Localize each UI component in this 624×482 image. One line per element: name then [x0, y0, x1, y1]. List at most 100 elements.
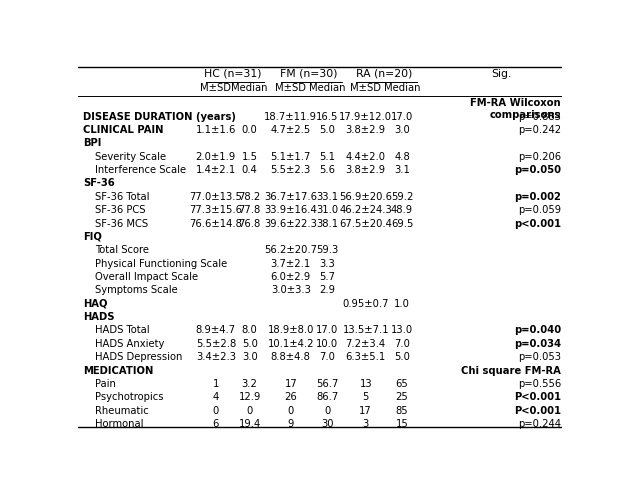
Text: 1: 1 — [213, 379, 219, 389]
Text: SF-36 PCS: SF-36 PCS — [95, 205, 145, 215]
Text: p=0.242: p=0.242 — [518, 125, 561, 135]
Text: 1.0: 1.0 — [394, 299, 410, 308]
Text: 76.6±14.8: 76.6±14.8 — [190, 218, 242, 228]
Text: 0.4: 0.4 — [242, 165, 258, 175]
Text: p=0.244: p=0.244 — [518, 419, 561, 429]
Text: 0: 0 — [324, 405, 330, 415]
Text: 69.5: 69.5 — [391, 218, 413, 228]
Text: 17: 17 — [359, 405, 372, 415]
Text: Interference Scale: Interference Scale — [95, 165, 186, 175]
Text: SF-36: SF-36 — [83, 178, 115, 188]
Text: p=0.002: p=0.002 — [514, 192, 561, 202]
Text: 3.0±3.3: 3.0±3.3 — [271, 285, 311, 295]
Text: M±SD: M±SD — [200, 83, 232, 93]
Text: Median: Median — [232, 83, 268, 93]
Text: 17.9±12.0: 17.9±12.0 — [339, 112, 392, 121]
Text: 7.2±3.4: 7.2±3.4 — [346, 339, 386, 349]
Text: FIQ: FIQ — [83, 232, 102, 242]
Text: P<0.001: P<0.001 — [514, 392, 561, 402]
Text: 0.0: 0.0 — [242, 125, 258, 135]
Text: 5: 5 — [363, 392, 369, 402]
Text: Overall Impact Scale: Overall Impact Scale — [95, 272, 198, 282]
Text: 3.0: 3.0 — [242, 352, 258, 362]
Text: 0: 0 — [213, 405, 219, 415]
Text: MEDICATION: MEDICATION — [83, 365, 154, 375]
Text: 56.7: 56.7 — [316, 379, 338, 389]
Text: 5.1: 5.1 — [319, 152, 335, 162]
Text: 5.7: 5.7 — [319, 272, 335, 282]
Text: 17.0: 17.0 — [391, 112, 413, 121]
Text: 18.9±8.0: 18.9±8.0 — [268, 325, 314, 335]
Text: 1.1±1.6: 1.1±1.6 — [196, 125, 236, 135]
Text: Rheumatic: Rheumatic — [95, 405, 149, 415]
Text: 6: 6 — [213, 419, 219, 429]
Text: 36.7±17.6: 36.7±17.6 — [265, 192, 317, 202]
Text: 18.7±11.9: 18.7±11.9 — [265, 112, 317, 121]
Text: FM-RA Wilcoxon
comparisons: FM-RA Wilcoxon comparisons — [470, 98, 561, 120]
Text: Hormonal: Hormonal — [95, 419, 144, 429]
Text: 17: 17 — [285, 379, 297, 389]
Text: 4.7±2.5: 4.7±2.5 — [271, 125, 311, 135]
Text: 19.4: 19.4 — [238, 419, 261, 429]
Text: 3.7±2.1: 3.7±2.1 — [271, 259, 311, 268]
Text: 17.0: 17.0 — [316, 325, 338, 335]
Text: p=0.556: p=0.556 — [518, 379, 561, 389]
Text: 1.4±2.1: 1.4±2.1 — [196, 165, 236, 175]
Text: Sig.: Sig. — [491, 69, 511, 79]
Text: HADS: HADS — [83, 312, 114, 322]
Text: p=0.059: p=0.059 — [518, 205, 561, 215]
Text: 2.9: 2.9 — [319, 285, 335, 295]
Text: 5.5±2.3: 5.5±2.3 — [271, 165, 311, 175]
Text: 76.8: 76.8 — [238, 218, 261, 228]
Text: HADS Depression: HADS Depression — [95, 352, 182, 362]
Text: 6.0±2.9: 6.0±2.9 — [271, 272, 311, 282]
Text: HAQ: HAQ — [83, 299, 107, 308]
Text: 5.1±1.7: 5.1±1.7 — [271, 152, 311, 162]
Text: 15: 15 — [396, 419, 408, 429]
Text: 46.2±24.3: 46.2±24.3 — [339, 205, 392, 215]
Text: Total Score: Total Score — [95, 245, 149, 255]
Text: 38.1: 38.1 — [316, 218, 338, 228]
Text: Psychotropics: Psychotropics — [95, 392, 163, 402]
Text: 7.0: 7.0 — [319, 352, 335, 362]
Text: HADS Total: HADS Total — [95, 325, 150, 335]
Text: 33.9±16.4: 33.9±16.4 — [265, 205, 317, 215]
Text: Physical Functioning Scale: Physical Functioning Scale — [95, 259, 227, 268]
Text: 4.4±2.0: 4.4±2.0 — [346, 152, 386, 162]
Text: 8.0: 8.0 — [242, 325, 258, 335]
Text: 31.0: 31.0 — [316, 205, 338, 215]
Text: 26: 26 — [285, 392, 297, 402]
Text: 3.8±2.9: 3.8±2.9 — [346, 165, 386, 175]
Text: P<0.001: P<0.001 — [514, 405, 561, 415]
Text: 3.8±2.9: 3.8±2.9 — [346, 125, 386, 135]
Text: 10.1±4.2: 10.1±4.2 — [268, 339, 314, 349]
Text: 65: 65 — [396, 379, 408, 389]
Text: Severity Scale: Severity Scale — [95, 152, 166, 162]
Text: 56.9±20.6: 56.9±20.6 — [339, 192, 392, 202]
Text: 3.3: 3.3 — [319, 259, 335, 268]
Text: 25: 25 — [396, 392, 408, 402]
Text: p=0.040: p=0.040 — [514, 325, 561, 335]
Text: p=0.034: p=0.034 — [514, 339, 561, 349]
Text: Symptoms Scale: Symptoms Scale — [95, 285, 178, 295]
Text: 77.8: 77.8 — [238, 205, 261, 215]
Text: 67.5±20.4: 67.5±20.4 — [339, 218, 392, 228]
Text: 5.0: 5.0 — [394, 352, 410, 362]
Text: 0: 0 — [288, 405, 294, 415]
Text: p=0.053: p=0.053 — [518, 352, 561, 362]
Text: 3.2: 3.2 — [241, 379, 258, 389]
Text: 85: 85 — [396, 405, 408, 415]
Text: 9: 9 — [288, 419, 294, 429]
Text: 30: 30 — [321, 419, 333, 429]
Text: p=0.206: p=0.206 — [518, 152, 561, 162]
Text: 77.3±15.6: 77.3±15.6 — [189, 205, 242, 215]
Text: DISEASE DURATION (years): DISEASE DURATION (years) — [83, 112, 236, 121]
Text: 3.1: 3.1 — [394, 165, 410, 175]
Text: 86.7: 86.7 — [316, 392, 338, 402]
Text: SF-36 Total: SF-36 Total — [95, 192, 149, 202]
Text: p<0.001: p<0.001 — [514, 218, 561, 228]
Text: RA (n=20): RA (n=20) — [356, 69, 412, 79]
Text: 77.0±13.5: 77.0±13.5 — [190, 192, 242, 202]
Text: 12.9: 12.9 — [238, 392, 261, 402]
Text: 59.3: 59.3 — [316, 245, 338, 255]
